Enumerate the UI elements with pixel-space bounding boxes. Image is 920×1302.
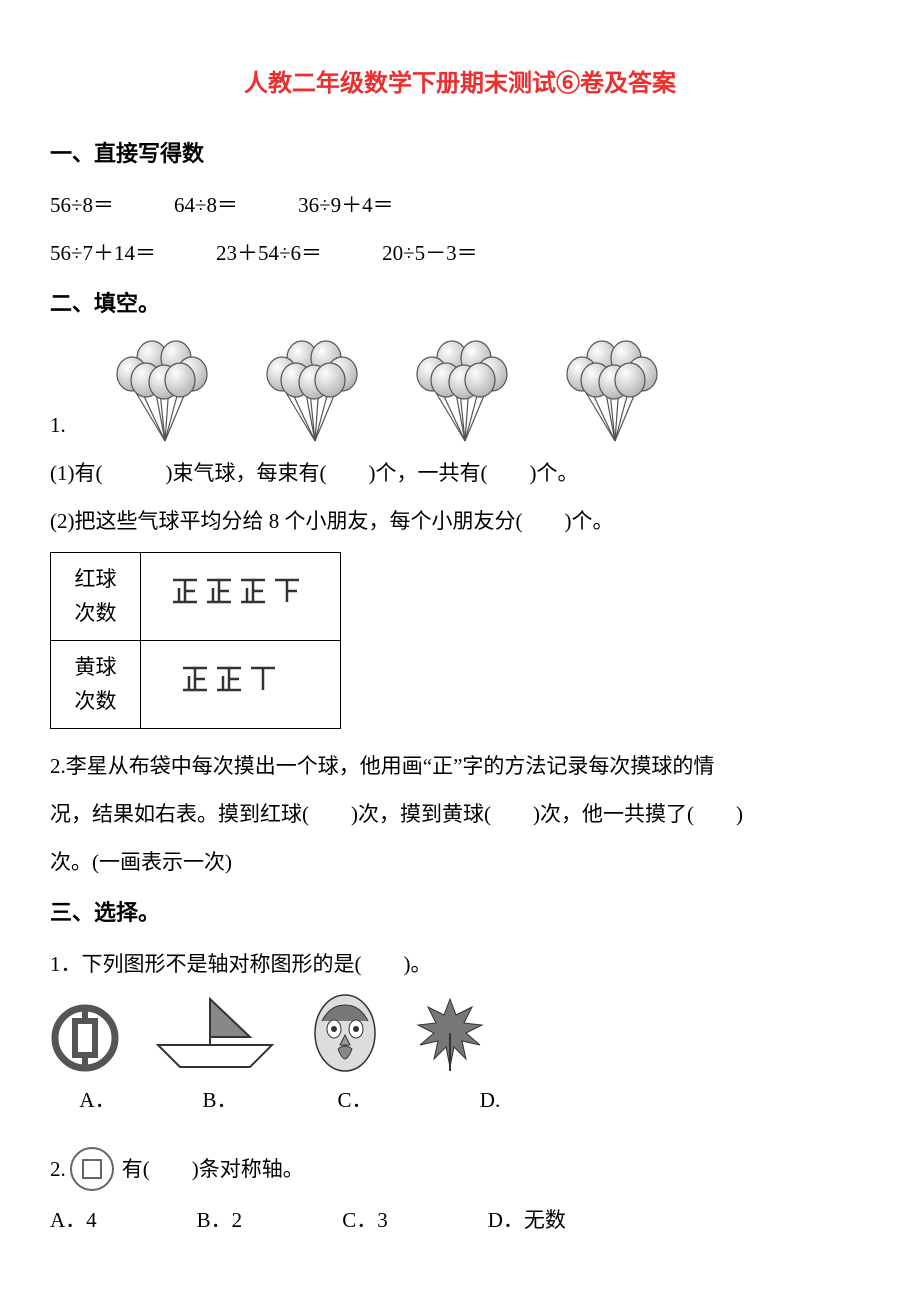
expr: 20÷5－3＝ — [382, 232, 478, 274]
opt-a: A． — [50, 1079, 145, 1121]
opt-c: C．3 — [342, 1199, 388, 1241]
logo-icon — [50, 1003, 120, 1073]
tally-table: 红球次数 黄球次数 — [50, 552, 341, 729]
opt-a: A．4 — [50, 1199, 97, 1241]
balloon-row: 1. — [50, 336, 870, 446]
opt-d: D．无数 — [488, 1199, 566, 1241]
expr: 56÷7＋14＝ — [50, 232, 156, 274]
q2-number: 2. — [50, 1148, 66, 1190]
circle-square-icon — [68, 1145, 116, 1193]
balloon-bunch-icon — [560, 336, 670, 446]
q2-options: A．4 B．2 C．3 D．无数 — [50, 1199, 870, 1241]
math-row-2: 56÷7＋14＝ 23＋54÷6＝ 20÷5－3＝ — [50, 232, 870, 274]
q1-sub1: (1)有( )束气球，每束有( )个，一共有( )个。 — [50, 452, 870, 494]
balloon-bunch-icon — [110, 336, 220, 446]
leaf-icon — [410, 993, 490, 1073]
expr: 64÷8＝ — [174, 184, 238, 226]
expr: 36÷9＋4＝ — [298, 184, 394, 226]
s3-q1: 1．下列图形不是轴对称图形的是( )。 — [50, 943, 870, 985]
choice-labels: A． B． C． D. — [50, 1079, 870, 1121]
section-1-head: 一、直接写得数 — [50, 132, 870, 176]
opt-b: B．2 — [197, 1199, 243, 1241]
boat-icon — [150, 993, 280, 1073]
q2-line-c: 次。(一画表示一次) — [50, 841, 870, 883]
section-2-head: 二、填空。 — [50, 282, 870, 326]
opt-c: C． — [295, 1079, 415, 1121]
expr: 23＋54÷6＝ — [216, 232, 322, 274]
balloon-bunch-icon — [410, 336, 520, 446]
tally-yellow-label: 黄球次数 — [51, 641, 141, 729]
mask-icon — [310, 993, 380, 1073]
balloon-bunch-icon — [260, 336, 370, 446]
q1-sub2: (2)把这些气球平均分给 8 个小朋友，每个小朋友分( )个。 — [50, 500, 870, 542]
opt-d: D. — [415, 1079, 565, 1121]
tally-red-label: 红球次数 — [51, 553, 141, 641]
q2-line-a: 2.李星从布袋中每次摸出一个球，他用画“正”字的方法记录每次摸球的情 — [50, 745, 870, 787]
s3-q2: 2. 有( )条对称轴。 — [50, 1145, 870, 1193]
tally-red-value — [141, 553, 341, 641]
section-3-head: 三、选择。 — [50, 891, 870, 935]
math-row-1: 56÷8＝ 64÷8＝ 36÷9＋4＝ — [50, 184, 870, 226]
q1-number: 1. — [50, 404, 70, 446]
page-title: 人教二年级数学下册期末测试⑥卷及答案 — [50, 60, 870, 108]
choice-images — [50, 993, 870, 1073]
tally-yellow-value — [141, 641, 341, 729]
opt-b: B． — [145, 1079, 295, 1121]
q2-text: 有( )条对称轴。 — [122, 1148, 304, 1190]
q2-line-b: 况，结果如右表。摸到红球( )次，摸到黄球( )次，他一共摸了( ) — [50, 793, 870, 835]
expr: 56÷8＝ — [50, 184, 114, 226]
